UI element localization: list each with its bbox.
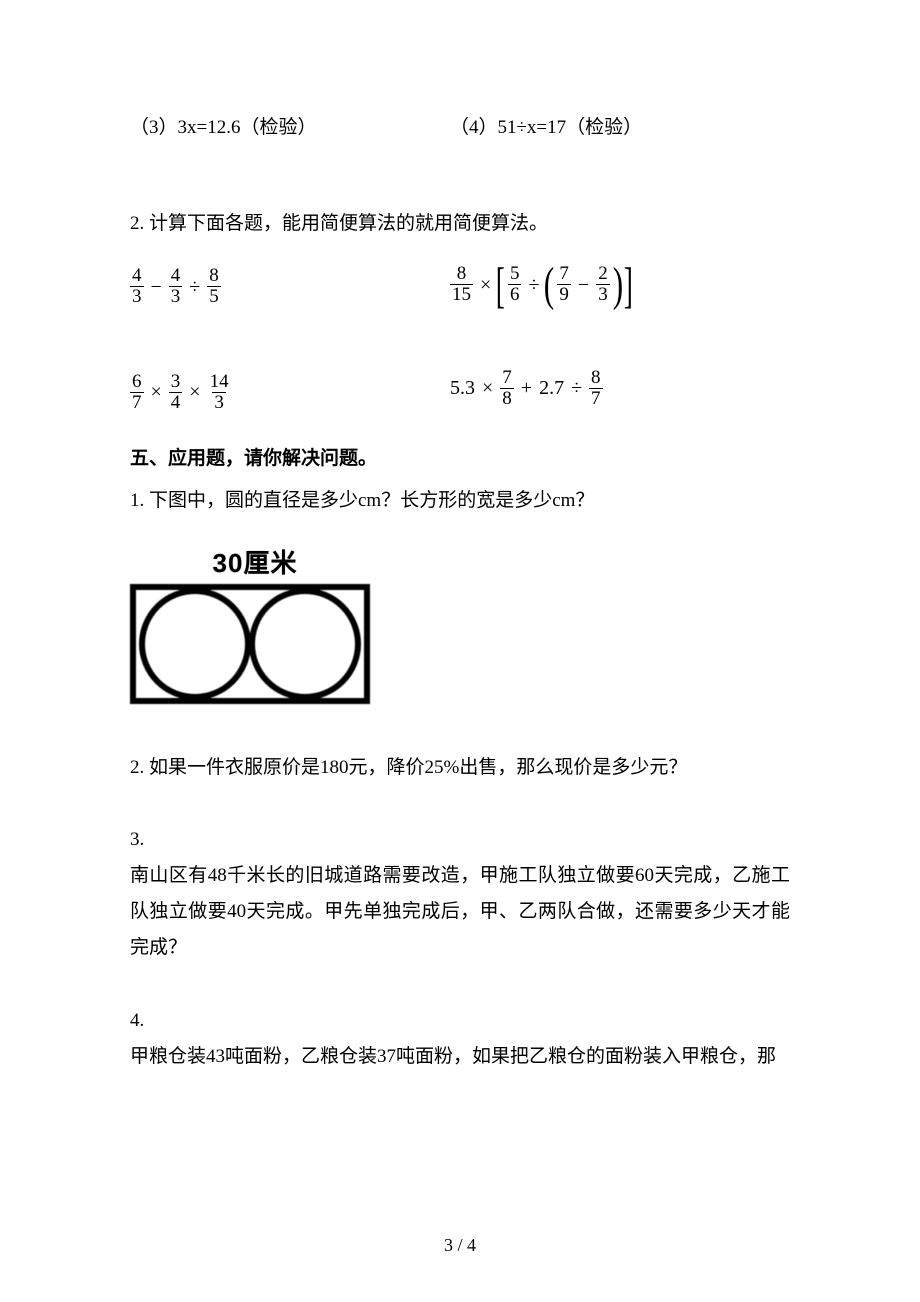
e2-op3: − <box>576 275 591 295</box>
equation-row: （3）3x=12.6（检验） （4）51÷x=17（检验） <box>130 110 790 146</box>
left-paren: ( <box>544 261 554 309</box>
page: （3）3x=12.6（检验） （4）51÷x=17（检验） 2. 计算下面各题，… <box>0 0 920 1302</box>
e3-op1: × <box>149 382 164 402</box>
e1-c-den: 5 <box>207 286 221 307</box>
q2: 2. 如果一件衣服原价是180元，降价25%出售，那么现价是多少元？ <box>130 750 790 786</box>
e3-c-den: 3 <box>212 392 226 413</box>
q1: 1. 下图中，圆的直径是多少cm？长方形的宽是多少cm？ <box>130 483 790 519</box>
q3-label: 3. <box>130 822 790 858</box>
equation-3: （3）3x=12.6（检验） <box>130 110 430 146</box>
expr-1: 43 − 43 ÷ 85 <box>130 266 221 307</box>
expr-2: 815 × [ 56 ÷ ( 79 − 23 ) ] <box>450 260 630 310</box>
expr-4: 5.3 × 78 + 2.7 ÷ 87 <box>450 368 603 409</box>
e4-d-den: 7 <box>589 388 603 409</box>
e2-op2: ÷ <box>526 275 541 295</box>
expr-3: 67 × 34 × 143 <box>130 372 231 413</box>
e3-b-den: 4 <box>169 392 183 413</box>
e2-b-den: 6 <box>508 284 522 305</box>
e2-c-num: 7 <box>557 264 571 284</box>
e2-op1: × <box>478 275 493 295</box>
right-bracket: ] <box>623 260 632 310</box>
e4-op2: + <box>519 378 534 398</box>
e3-a-den: 7 <box>130 392 144 413</box>
e2-d-den: 3 <box>596 284 610 305</box>
right-paren: ) <box>612 261 622 309</box>
e1-a-den: 3 <box>130 286 144 307</box>
figure-rectangle <box>130 584 370 704</box>
e3-a-num: 6 <box>130 372 144 392</box>
e3-b-num: 3 <box>169 372 183 392</box>
figure-rect-circles: 30厘米 <box>130 539 380 704</box>
e4-c: 2.7 <box>539 378 564 398</box>
q3-body: 南山区有48千米长的旧城道路需要改造，甲施工队独立做要60天完成，乙施工队独立做… <box>130 858 790 966</box>
expr-row-2: 67 × 34 × 143 5.3 × 78 + 2.7 ÷ 87 <box>130 364 790 413</box>
e3-op2: × <box>187 382 202 402</box>
e4-op1: × <box>480 378 495 398</box>
e4-d-num: 8 <box>589 368 603 388</box>
q4-label: 4. <box>130 1003 790 1039</box>
e1-c-num: 8 <box>207 266 221 286</box>
e1-op2: ÷ <box>187 277 202 297</box>
e1-op1: − <box>149 277 164 297</box>
left-bracket: [ <box>496 260 505 310</box>
e4-op3: ÷ <box>569 378 584 398</box>
e2-a-num: 8 <box>455 264 469 284</box>
section5-heading: 五、应用题，请你解决问题。 <box>130 441 790 477</box>
q4-body: 甲粮仓装43吨面粉，乙粮仓装37吨面粉，如果把乙粮仓的面粉装入甲粮仓，那 <box>130 1039 790 1075</box>
page-footer: 3 / 4 <box>0 1228 920 1262</box>
expr-row-1: 43 − 43 ÷ 85 815 × [ 56 ÷ ( 79 − 23 ) ] <box>130 256 790 309</box>
figure-label: 30厘米 <box>130 539 380 588</box>
e1-b-num: 4 <box>169 266 183 286</box>
e4-a: 5.3 <box>450 378 475 398</box>
figure-circle-right <box>249 588 361 700</box>
section2-title: 2. 计算下面各题，能用简便算法的就用简便算法。 <box>130 206 790 242</box>
equation-4: （4）51÷x=17（检验） <box>430 110 790 146</box>
e2-c-den: 9 <box>557 284 571 305</box>
figure-circle-left <box>139 588 251 700</box>
e2-d-num: 2 <box>596 264 610 284</box>
e2-a-den: 15 <box>450 284 473 305</box>
e1-b-den: 3 <box>169 286 183 307</box>
e1-a-num: 4 <box>130 266 144 286</box>
e4-b-den: 8 <box>500 388 514 409</box>
e3-c-num: 14 <box>208 372 231 392</box>
e2-b-num: 5 <box>508 264 522 284</box>
e4-b-num: 7 <box>500 368 514 388</box>
